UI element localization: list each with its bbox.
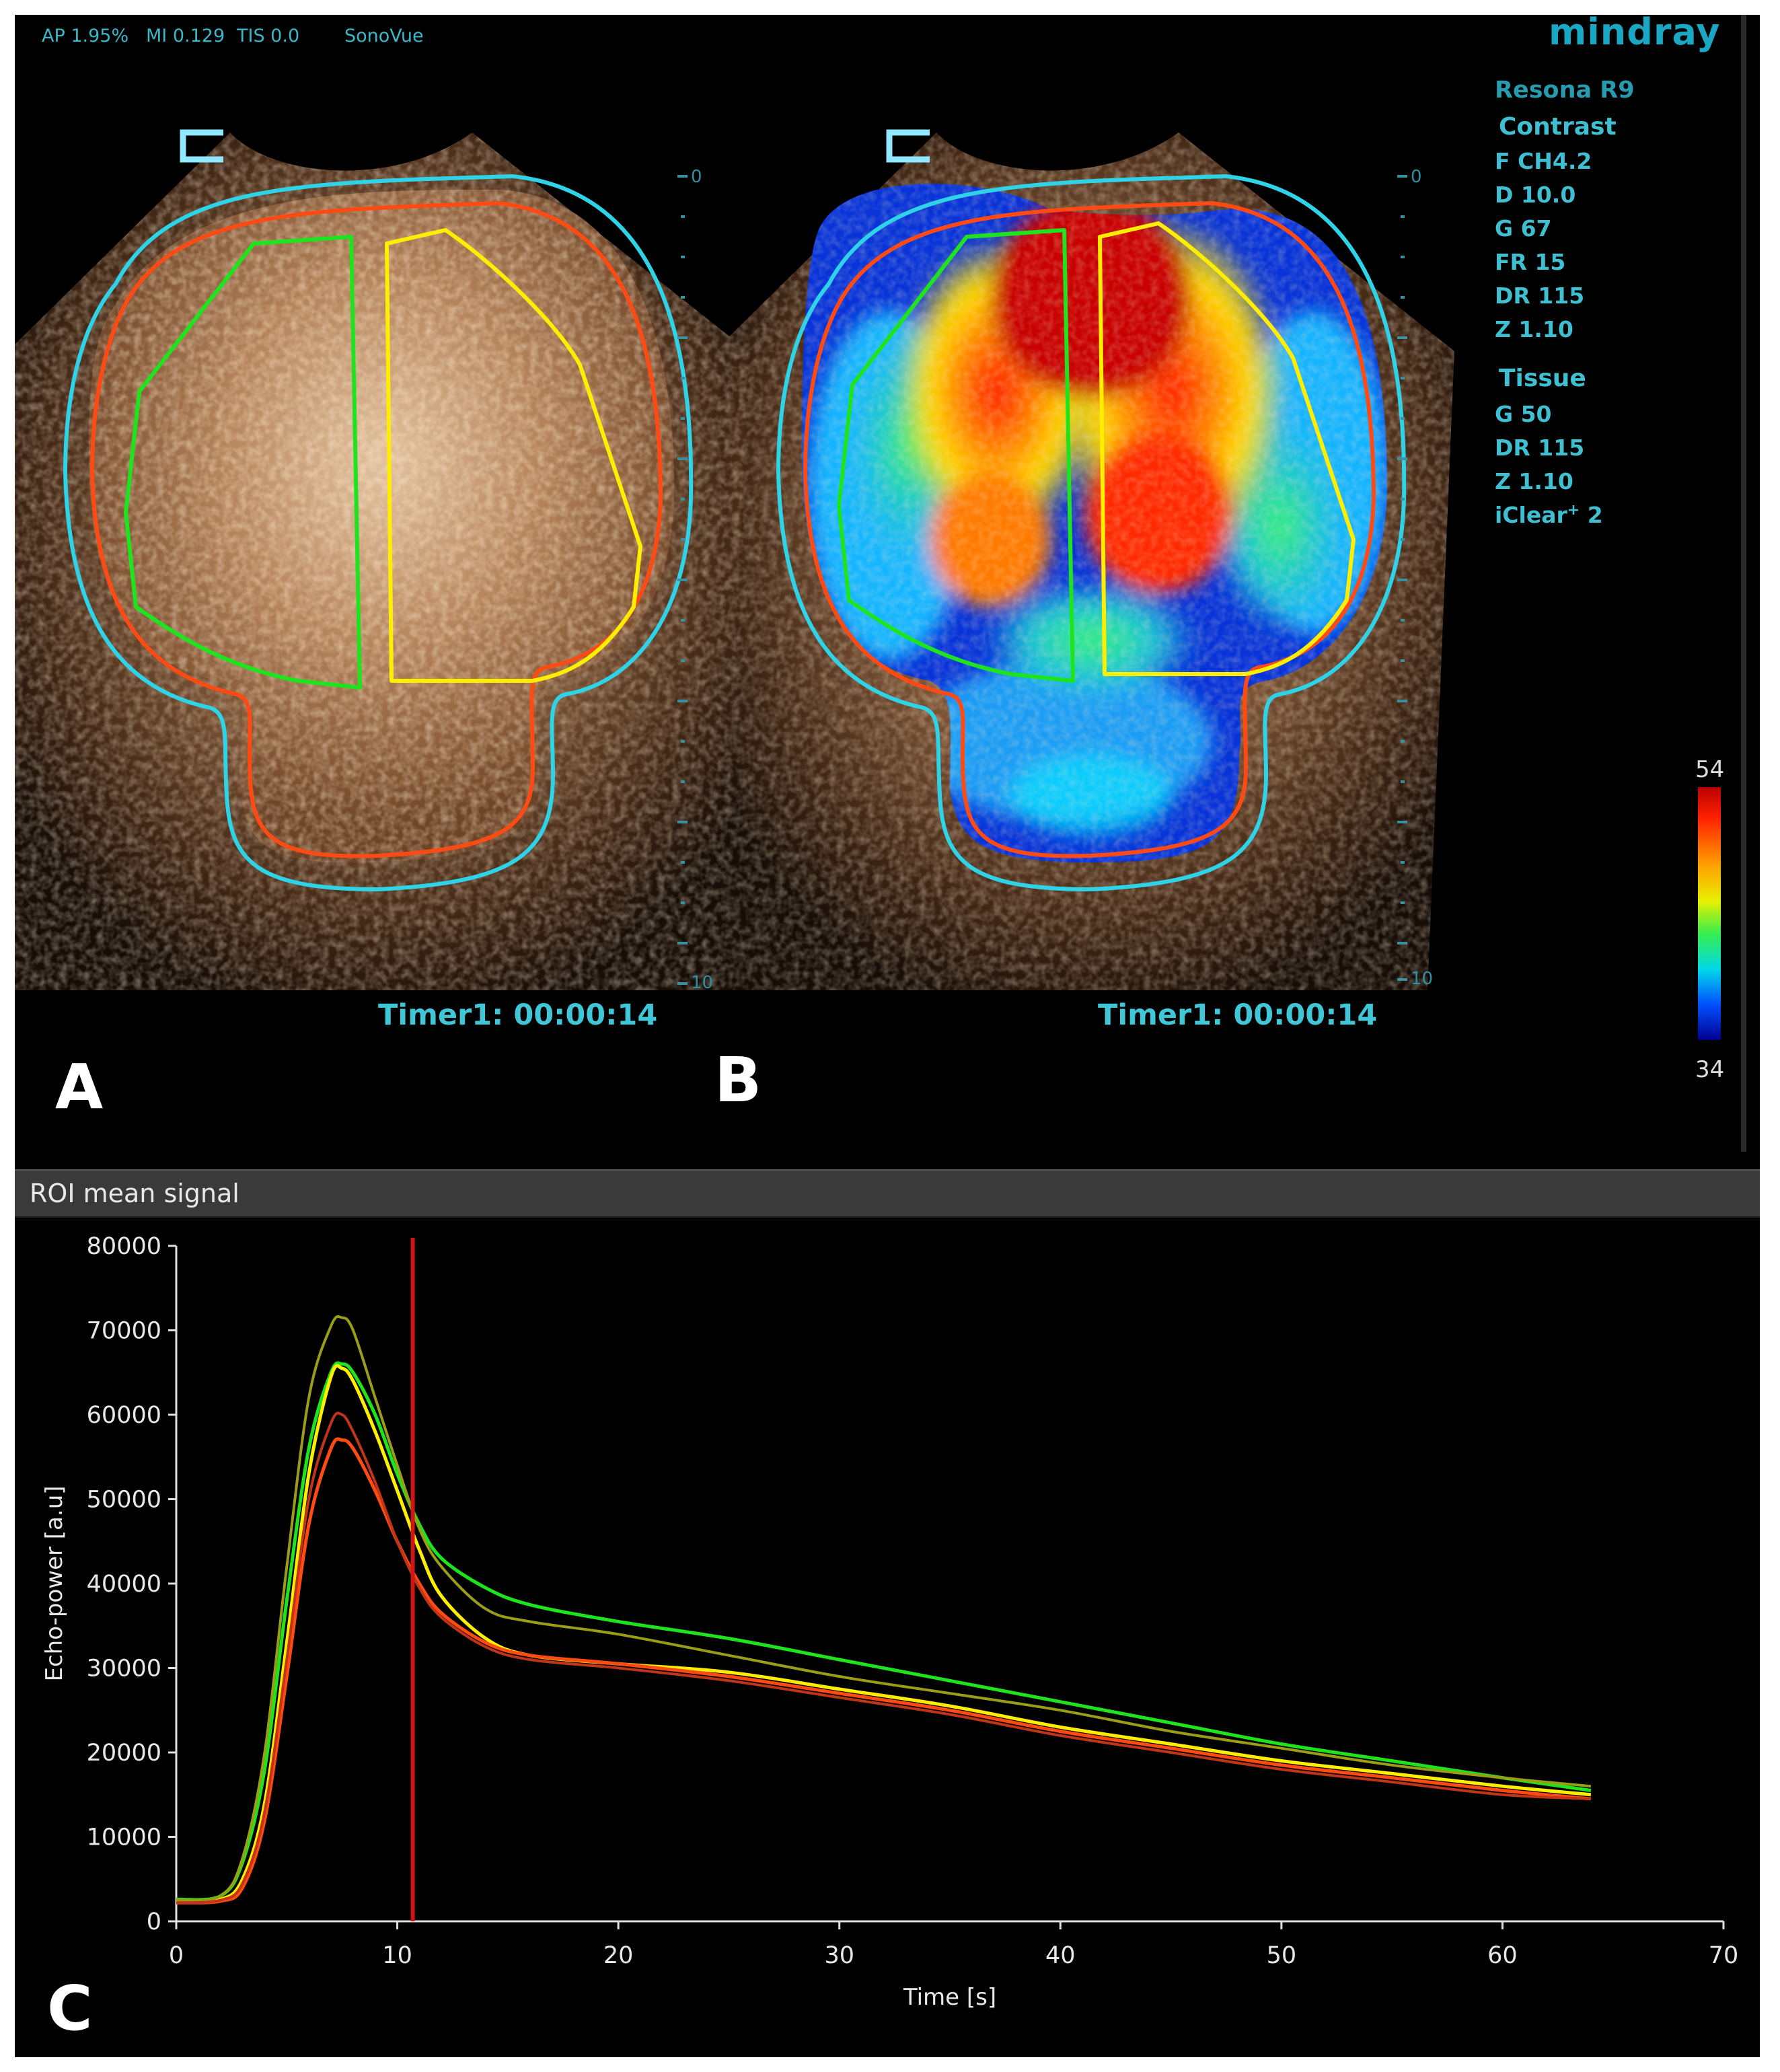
y-tick-label: 80000 (87, 1233, 161, 1260)
x-axis-label: Time [s] (903, 1984, 996, 2011)
roi-signal-panel: ROI mean signal 0 10000 20000 30000 40000 500… (15, 1158, 1760, 2057)
depth-label-top-a: 0 (691, 167, 702, 187)
series-line-2 (176, 1364, 1592, 1904)
roi-right-yellow (385, 228, 642, 683)
y-tick-label: 50000 (87, 1487, 161, 1514)
depth-scale-b (1397, 175, 1407, 981)
depth-label-bottom-b: 10 (1411, 969, 1434, 989)
contrast-agent-label: SonoVue (344, 26, 424, 46)
tissue-dynamic-range: DR 115 (1495, 435, 1585, 461)
chart-panel-title: ROI mean signal (30, 1179, 239, 1208)
tissue-section-title: Tissue (1499, 365, 1586, 392)
depth-label-bottom-a: 10 (691, 973, 714, 993)
acoustic-power-readout: AP 1.95% (42, 26, 129, 46)
param-depth: D 10.0 (1495, 182, 1576, 208)
param-dynamic-range: DR 115 (1495, 283, 1585, 309)
timer-panel-a: Timer1: 00:00:14 (378, 998, 658, 1032)
panel-b-roi-outlines (776, 174, 1407, 891)
outer-boundary-orange (90, 201, 663, 858)
panel-a-roi-outlines (63, 174, 694, 891)
y-tick-label: 30000 (87, 1656, 161, 1682)
param-gain: G 67 (1495, 215, 1552, 242)
panel-label-b: B (714, 1044, 762, 1116)
outer-boundary-cyan (63, 174, 694, 891)
colorbar-min-label: 34 (1695, 1056, 1725, 1083)
series-line-5 (176, 1411, 1591, 1904)
y-tick-label: 20000 (87, 1740, 161, 1767)
ultrasound-screen: AP 1.95% MI 0.129 TIS 0.0 SonoVue mindra… (15, 15, 1760, 1158)
depth-scale-a (677, 175, 688, 985)
chart-panel-header: ROI mean signal (15, 1169, 1760, 1218)
x-tick-label: 0 (169, 1942, 184, 1969)
y-tick-label: 0 (147, 1909, 161, 1935)
y-tick-label: 10000 (87, 1824, 161, 1851)
y-tick-label: 40000 (87, 1571, 161, 1598)
param-frame-rate: FR 15 (1495, 249, 1566, 275)
roi-signal-chart: 0 10000 20000 30000 40000 50000 60000 70000 8000… (41, 1233, 1738, 2011)
series-line-3 (176, 1437, 1592, 1904)
series-line-1 (176, 1361, 1592, 1902)
panel-b-parametric (721, 133, 1454, 990)
y-tick-label: 70000 (87, 1318, 161, 1345)
ultrasound-images (15, 15, 1746, 1152)
x-tick-label: 10 (382, 1942, 412, 1969)
screen-right-edge (1741, 15, 1746, 1152)
x-axis-ticks: 0 10 20 30 40 50 60 70 (169, 1921, 1738, 1969)
x-tick-label: 50 (1267, 1942, 1297, 1969)
tissue-gain: G 50 (1495, 401, 1552, 427)
brand-logo: mindray (1549, 15, 1721, 53)
x-tick-label: 20 (603, 1942, 634, 1969)
device-model: Resona R9 (1495, 77, 1635, 104)
timer-panel-b: Timer1: 00:00:14 (1098, 998, 1378, 1032)
y-axis-label: Echo-power [a.u] (41, 1485, 68, 1681)
mechanical-index-readout: MI 0.129 (146, 26, 225, 46)
y-axis-ticks: 0 10000 20000 30000 40000 50000 60000 70000 8000… (87, 1233, 176, 1935)
x-tick-label: 60 (1487, 1942, 1518, 1969)
color-scale-bar (1698, 787, 1721, 1040)
thermal-index-readout: TIS 0.0 (237, 26, 300, 46)
probe-orientation-markers (180, 129, 930, 163)
x-tick-label: 70 (1709, 1942, 1739, 1969)
panel-label-a: A (55, 1051, 104, 1123)
depth-label-top-b: 0 (1411, 167, 1422, 187)
tissue-zoom: Z 1.10 (1495, 468, 1573, 494)
colorbar-max-label: 54 (1695, 756, 1725, 783)
iclear-setting: iClear+ 2 (1495, 502, 1603, 528)
series-line-4 (176, 1315, 1592, 1902)
series-group (176, 1315, 1592, 1904)
x-tick-label: 30 (824, 1942, 854, 1969)
param-zoom: Z 1.10 (1495, 316, 1573, 342)
x-tick-label: 40 (1045, 1942, 1076, 1969)
panel-label-c: C (47, 1972, 93, 2044)
contrast-section-title: Contrast (1499, 113, 1617, 141)
y-tick-label: 60000 (87, 1402, 161, 1429)
panel-a-bmode (15, 133, 748, 990)
param-frequency: F CH4.2 (1495, 148, 1592, 174)
roi-left-green (124, 235, 362, 690)
